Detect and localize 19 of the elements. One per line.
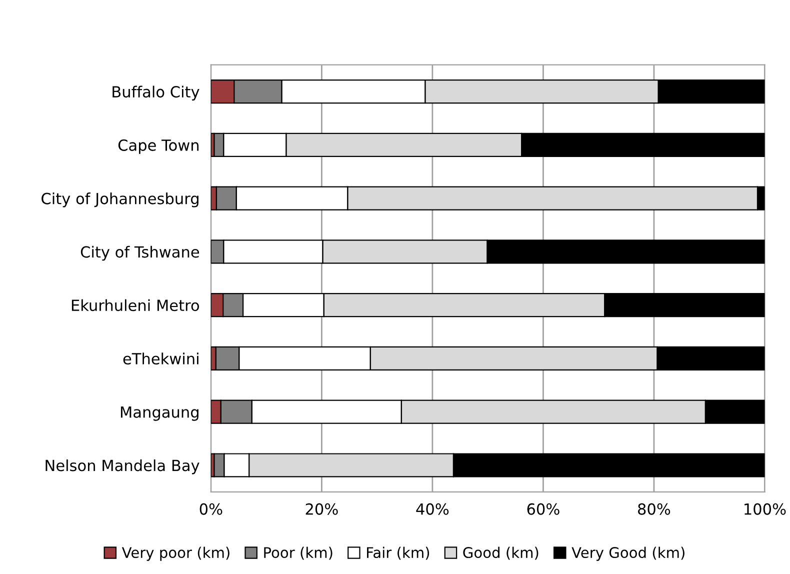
x-tick-label: 0% (200, 503, 222, 515)
legend-label: Good (km) (463, 546, 538, 560)
y-tick-label: Nelson Mandela Bay (46, 459, 200, 474)
legend-label: Very poor (km) (122, 546, 230, 561)
y-tick-label: City of Johannesburg (42, 192, 198, 208)
y-tick-label: Cape Town (118, 139, 199, 154)
x-tick-label: 20% (306, 503, 338, 515)
legend-label: Very Good (km) (572, 546, 684, 561)
x-tick-label: 100% (744, 503, 786, 515)
legend-label: Poor (km) (264, 546, 332, 560)
x-tick-label: 40% (416, 503, 449, 515)
y-tick-label: City of Tshwane (80, 246, 200, 261)
y-tick-label: eThekwini (123, 352, 198, 364)
y-tick-label: Ekurhuleni Metro (72, 299, 199, 312)
x-tick-label: 60% (527, 503, 560, 515)
legend-label: Fair (km) (367, 546, 430, 560)
y-tick-label: Buffalo City (112, 86, 200, 101)
y-tick-label: Mangaung (120, 406, 198, 421)
x-tick-label: 80% (638, 503, 670, 515)
